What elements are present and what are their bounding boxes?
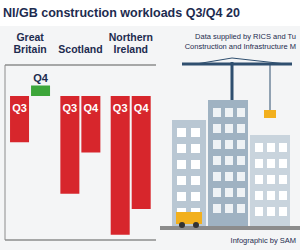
html-text:Data supplied by RICS and Tu: Data supplied by RICS and Tu xyxy=(195,32,296,41)
svg-text:Q4: Q4 xyxy=(33,72,49,84)
svg-text:Q4: Q4 xyxy=(84,102,100,114)
svg-text:Q3: Q3 xyxy=(12,102,27,114)
svg-text:Northern: Northern xyxy=(109,31,153,43)
svg-text:Q3: Q3 xyxy=(63,102,78,114)
svg-text:Ireland: Ireland xyxy=(114,43,148,55)
svg-text:Scotland: Scotland xyxy=(58,43,102,55)
html-text:Infographic by SAM: Infographic by SAM xyxy=(230,236,296,245)
svg-text:Britain: Britain xyxy=(14,43,47,55)
svg-text:Great: Great xyxy=(16,31,44,43)
html-text:NI/GB construction workloads Q: NI/GB construction workloads Q3/Q4 20 xyxy=(3,6,240,20)
svg-text:Q4: Q4 xyxy=(134,102,150,114)
html-text:Construction and Infrastructur: Construction and Infrastructure M xyxy=(184,42,296,51)
svg-text:Q3: Q3 xyxy=(113,102,128,114)
